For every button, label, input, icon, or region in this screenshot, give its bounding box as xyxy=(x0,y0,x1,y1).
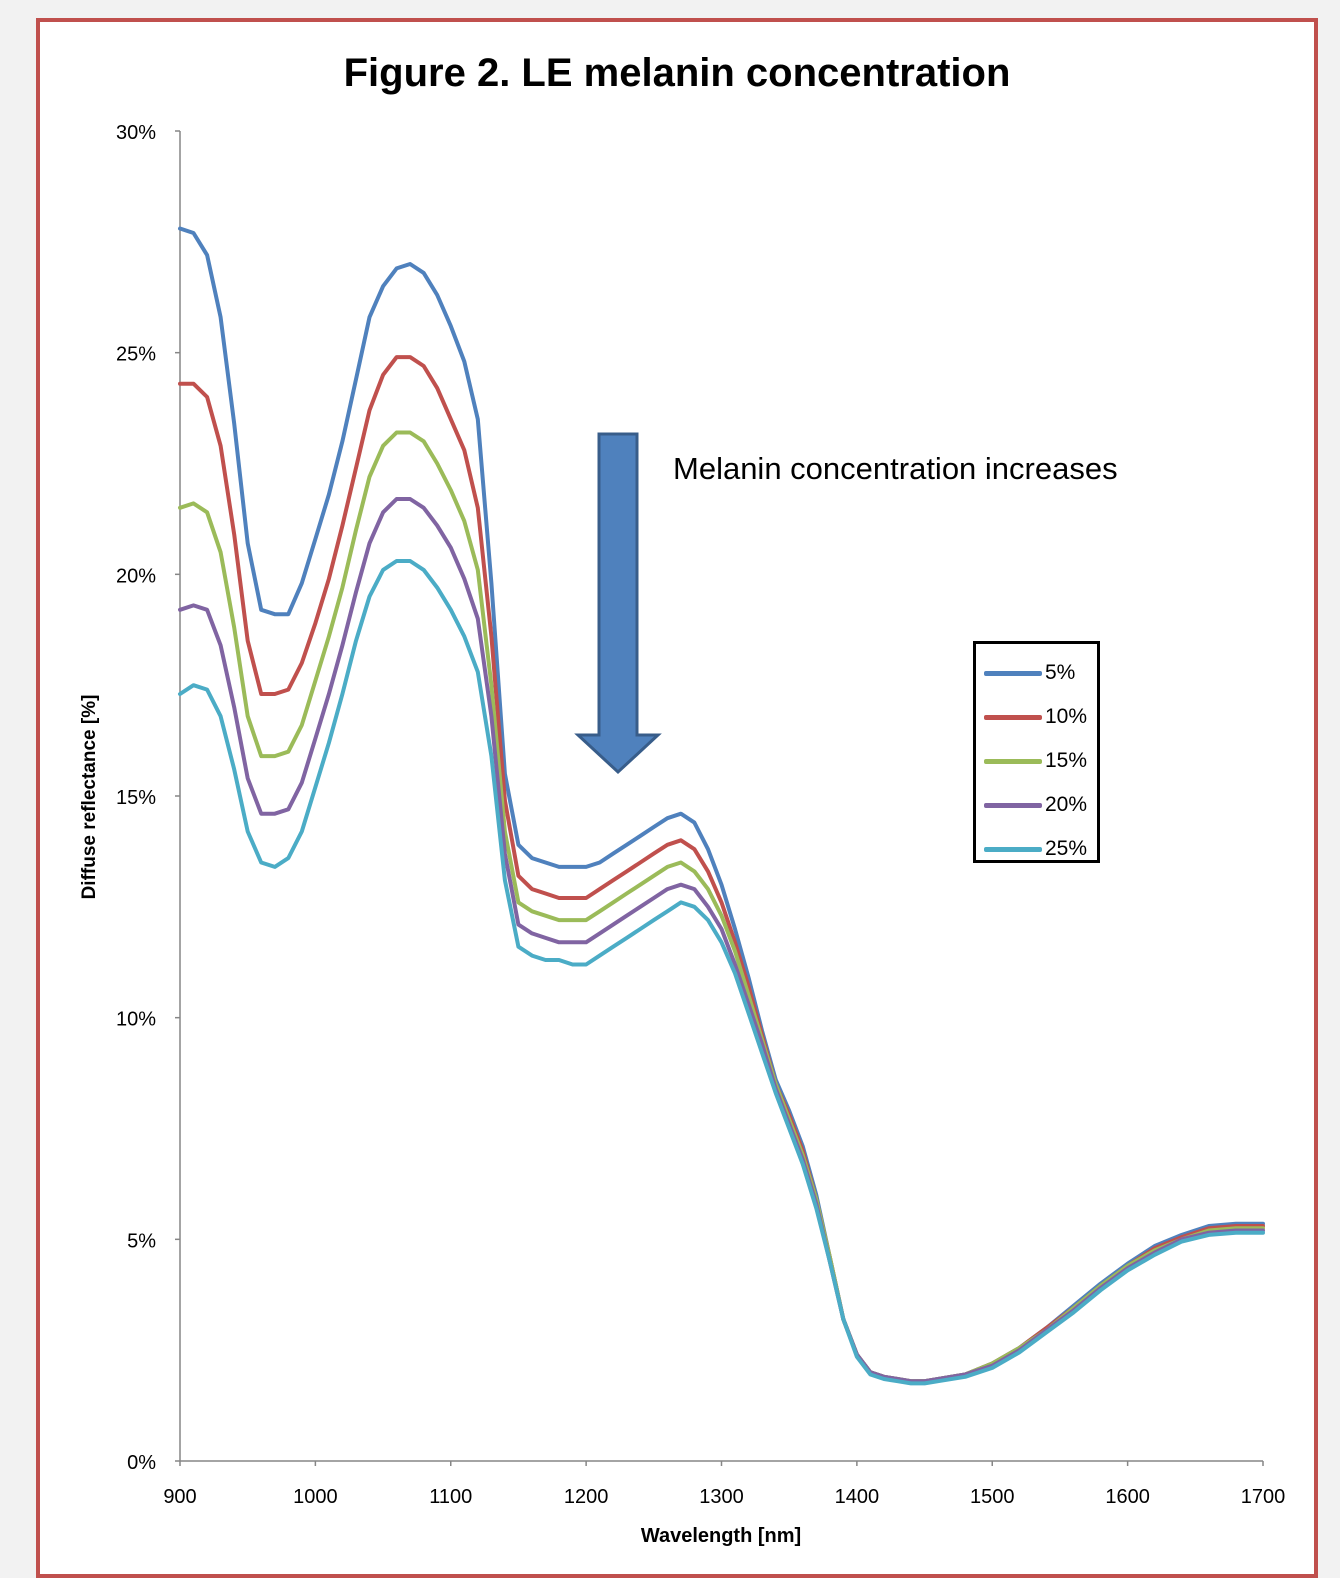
x-tick-label: 1100 xyxy=(429,1486,472,1508)
series-line-20pct xyxy=(178,497,1265,1384)
legend-item: 20% xyxy=(984,783,1097,827)
x-tick-label: 900 xyxy=(163,1486,196,1508)
chart-frame xyxy=(36,18,1318,1578)
x-tick-label: 1400 xyxy=(835,1486,880,1508)
annotation-text: Melanin concentration increases xyxy=(673,451,1118,486)
legend-swatch xyxy=(984,846,1042,852)
legend-swatch xyxy=(984,670,1042,676)
series-line-10pct xyxy=(178,355,1265,1384)
series-lines xyxy=(178,226,1265,1386)
y-tick-label: 5% xyxy=(127,1230,156,1252)
legend-label: 5% xyxy=(1045,661,1076,684)
y-tick-label: 15% xyxy=(116,787,156,809)
series-line-25pct xyxy=(178,559,1265,1386)
legend-swatch xyxy=(984,802,1042,808)
x-tick-label: 1300 xyxy=(699,1486,744,1508)
y-tick-label: 25% xyxy=(116,344,156,366)
legend-swatch xyxy=(984,758,1042,764)
x-ticks: 900 1000 1100 1200 1300 1400 1500 1600 1700 xyxy=(163,1461,1285,1508)
y-tick-label: 0% xyxy=(127,1452,156,1474)
y-axis-label: Diffuse reflectance [%] xyxy=(79,695,100,900)
legend-label: 15% xyxy=(1045,749,1088,772)
x-tick-label: 1600 xyxy=(1105,1486,1150,1508)
legend-item: 5% xyxy=(984,651,1097,695)
chart-title: Figure 2. LE melanin concentration xyxy=(344,51,1011,95)
y-ticks: 0% 5% 10% 15% 20% 25% 30% xyxy=(116,122,180,1474)
y-tick-label: 30% xyxy=(116,122,156,144)
legend-swatch xyxy=(984,714,1042,720)
legend-item: 25% xyxy=(984,827,1097,871)
legend-label: 20% xyxy=(1045,793,1088,816)
x-tick-label: 1200 xyxy=(564,1486,609,1508)
legend-label: 25% xyxy=(1045,837,1088,860)
legend-item: 15% xyxy=(984,739,1097,783)
legend: 5% 10% 15% 20% 25% xyxy=(973,641,1100,863)
series-line-5pct xyxy=(178,226,1265,1384)
x-axis-label: Wavelength [nm] xyxy=(641,1525,801,1547)
x-tick-label: 1700 xyxy=(1241,1486,1286,1508)
legend-item: 10% xyxy=(984,695,1097,739)
x-tick-label: 1000 xyxy=(293,1486,338,1508)
down-arrow-icon xyxy=(574,432,662,775)
y-tick-label: 10% xyxy=(116,1009,156,1031)
x-tick-label: 1500 xyxy=(970,1486,1015,1508)
y-tick-label: 20% xyxy=(116,565,156,587)
legend-label: 10% xyxy=(1045,705,1088,728)
